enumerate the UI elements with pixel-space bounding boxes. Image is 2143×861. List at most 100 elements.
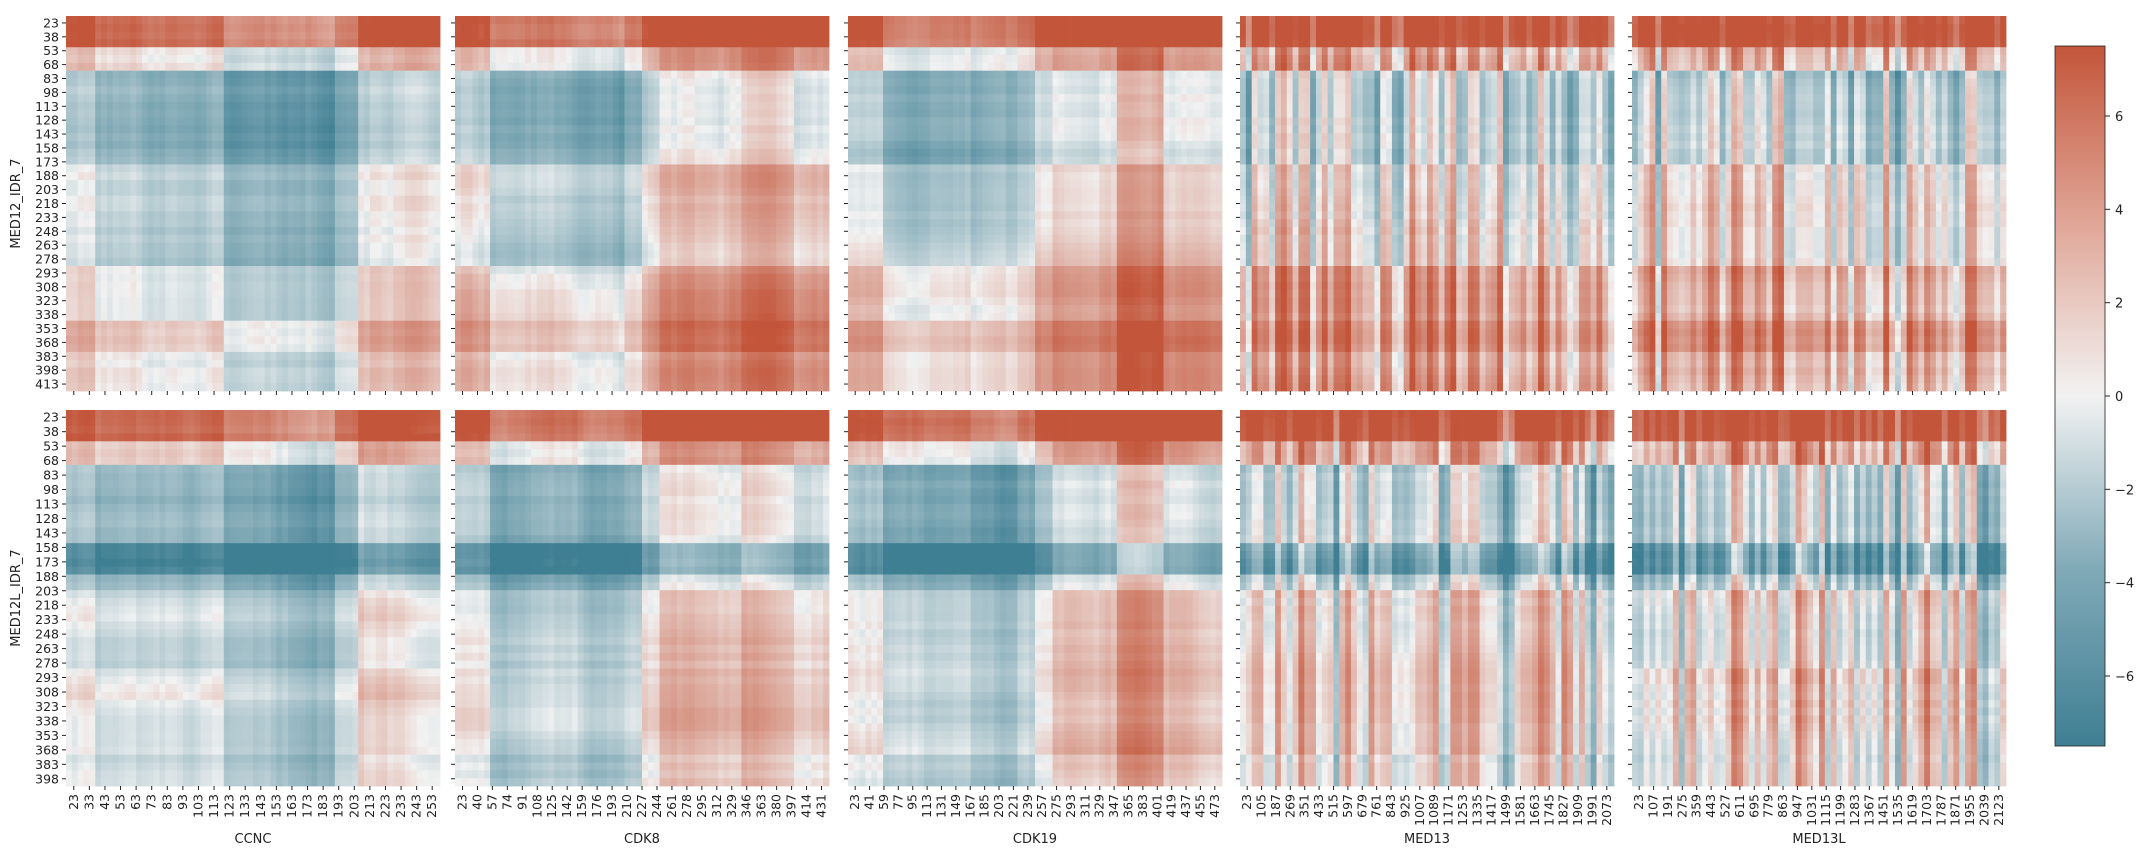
- heatmap-cell: [253, 110, 259, 118]
- heatmap-cell: [89, 47, 95, 55]
- heatmap-cell: [271, 86, 277, 94]
- heatmap-cell: [224, 71, 230, 79]
- heatmap-cell: [364, 102, 370, 110]
- heatmap-cell: [347, 86, 353, 94]
- heatmap-cell: [317, 94, 323, 102]
- heatmap-cell: [66, 79, 72, 87]
- heatmap-cell: [148, 63, 154, 71]
- heatmap-cell: [218, 79, 224, 87]
- heatmap-cell: [212, 86, 218, 94]
- heatmap-cell: [200, 79, 206, 87]
- heatmap-cell: [206, 63, 212, 71]
- heatmap-cell: [66, 16, 72, 24]
- heatmap-cell: [341, 55, 347, 63]
- heatmap-cell: [347, 63, 353, 71]
- heatmap-cell: [306, 24, 312, 32]
- heatmap-cell: [393, 71, 399, 79]
- heatmap-cell: [66, 24, 72, 32]
- heatmap-cell: [247, 24, 253, 32]
- heatmap-cell: [387, 39, 393, 47]
- heatmap-cell: [434, 39, 440, 47]
- heatmap-cell: [411, 86, 417, 94]
- heatmap-cell: [276, 47, 282, 55]
- heatmap-cell: [347, 55, 353, 63]
- heatmap-cell: [329, 94, 335, 102]
- heatmap-cell: [200, 55, 206, 63]
- heatmap-cell: [329, 24, 335, 32]
- heatmap-cell: [136, 16, 142, 24]
- heatmap-cell: [89, 39, 95, 47]
- heatmap-cell: [183, 71, 189, 79]
- heatmap-cell: [364, 86, 370, 94]
- heatmap-cell: [300, 55, 306, 63]
- heatmap-cell: [317, 47, 323, 55]
- heatmap-cell: [428, 102, 434, 110]
- heatmap-cell: [154, 32, 160, 40]
- heatmap-cell: [72, 39, 78, 47]
- heatmap-cell: [399, 55, 405, 63]
- heatmap-cell: [294, 55, 300, 63]
- heatmap-cell: [317, 79, 323, 87]
- heatmap-cell: [306, 39, 312, 47]
- heatmap-cell: [265, 39, 271, 47]
- heatmap-cell: [154, 47, 160, 55]
- heatmap-cell: [171, 16, 177, 24]
- heatmap-cell: [124, 86, 130, 94]
- heatmap-cell: [335, 55, 341, 63]
- heatmap-cell: [341, 71, 347, 79]
- heatmap-cell: [323, 79, 329, 87]
- heatmap-cell: [253, 79, 259, 87]
- heatmap-cell: [224, 63, 230, 71]
- heatmap-cell: [224, 39, 230, 47]
- heatmap-cell: [154, 110, 160, 118]
- heatmap-cell: [288, 102, 294, 110]
- heatmap-cell: [311, 32, 317, 40]
- heatmap-cell: [422, 55, 428, 63]
- heatmap-cell: [130, 63, 136, 71]
- heatmap-cell: [101, 16, 107, 24]
- heatmap-cell: [136, 55, 142, 63]
- heatmap-cell: [399, 32, 405, 40]
- heatmap-cell: [154, 79, 160, 87]
- heatmap-cell: [165, 39, 171, 47]
- heatmap-cell: [171, 32, 177, 40]
- heatmap-cell: [417, 86, 423, 94]
- heatmap-cell: [113, 32, 119, 40]
- heatmap-cell: [212, 71, 218, 79]
- heatmap-cell: [235, 47, 241, 55]
- heatmap-cell: [183, 16, 189, 24]
- heatmap-cell: [241, 32, 247, 40]
- heatmap-cell: [89, 32, 95, 40]
- heatmap-cell: [364, 94, 370, 102]
- heatmap-cell: [165, 55, 171, 63]
- heatmap-cell: [195, 86, 201, 94]
- heatmap-cell: [154, 118, 160, 126]
- heatmap-cell: [352, 16, 358, 24]
- heatmap-cell: [276, 79, 282, 87]
- heatmap-cell: [148, 110, 154, 118]
- heatmap-cell: [428, 55, 434, 63]
- heatmap-cell: [142, 24, 148, 32]
- heatmap-cell: [247, 86, 253, 94]
- heatmap-cell: [358, 86, 364, 94]
- heatmap-cell: [335, 79, 341, 87]
- heatmap-cell: [317, 16, 323, 24]
- heatmap-cell: [218, 24, 224, 32]
- heatmap-cell: [382, 47, 388, 55]
- heatmap-cell: [107, 47, 113, 55]
- heatmap-cell: [347, 16, 353, 24]
- heatmap-cell: [113, 16, 119, 24]
- heatmap-cell: [417, 63, 423, 71]
- heatmap-cell: [347, 110, 353, 118]
- heatmap-cell: [294, 71, 300, 79]
- heatmap-cell: [148, 118, 154, 126]
- heatmap-cell: [113, 79, 119, 87]
- heatmap-cell: [434, 79, 440, 87]
- heatmap-cell: [84, 110, 90, 118]
- heatmap-cell: [306, 47, 312, 55]
- heatmap-cell: [282, 110, 288, 118]
- heatmap-cell: [206, 24, 212, 32]
- heatmap-cell: [247, 39, 253, 47]
- heatmap-cell: [405, 63, 411, 71]
- heatmap-cell: [130, 79, 136, 87]
